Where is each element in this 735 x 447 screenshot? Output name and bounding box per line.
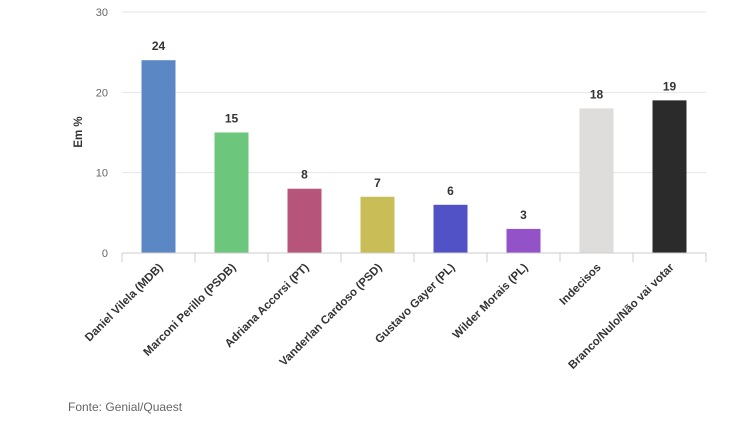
data-label-2: 8 [301, 168, 308, 182]
bar-7 [653, 100, 687, 253]
source-note: Fonte: Genial/Quaest [68, 400, 182, 414]
gridlines [122, 12, 706, 253]
data-label-5: 3 [520, 208, 527, 222]
data-label-7: 19 [663, 79, 677, 93]
bar-4 [434, 205, 468, 253]
y-axis-title: Em % [73, 116, 85, 147]
bar-5 [507, 229, 541, 253]
category-label-6: Indecisos [558, 262, 604, 308]
y-tick-label-0: 0 [102, 248, 108, 260]
category-label-4: Gustavo Gayer (PL) [373, 262, 458, 347]
data-label-1: 15 [225, 112, 239, 126]
y-tick-label-3: 30 [96, 7, 108, 19]
category-label-0: Daniel Vilela (MDB) [83, 262, 166, 345]
bars: 24 15 8 7 6 3 18 19 [142, 39, 687, 253]
data-label-4: 6 [447, 184, 454, 198]
category-label-5: Wilder Morais (PL) [451, 262, 531, 342]
bar-3 [361, 197, 395, 253]
category-label-2: Adriana Accorsi (PT) [223, 262, 312, 351]
y-tick-label-2: 20 [96, 87, 108, 99]
data-label-6: 18 [590, 87, 604, 101]
y-axis-ticks: 0 10 20 30 [96, 7, 108, 260]
bar-0 [142, 60, 176, 253]
x-axis: Daniel Vilela (MDB)Marconi Perillo (PSDB… [83, 253, 706, 372]
data-label-0: 24 [152, 39, 166, 53]
y-tick-label-1: 10 [96, 168, 108, 180]
bar-2 [288, 189, 322, 253]
bar-6 [580, 108, 614, 253]
bar-1 [215, 133, 249, 254]
data-label-3: 7 [374, 176, 381, 190]
